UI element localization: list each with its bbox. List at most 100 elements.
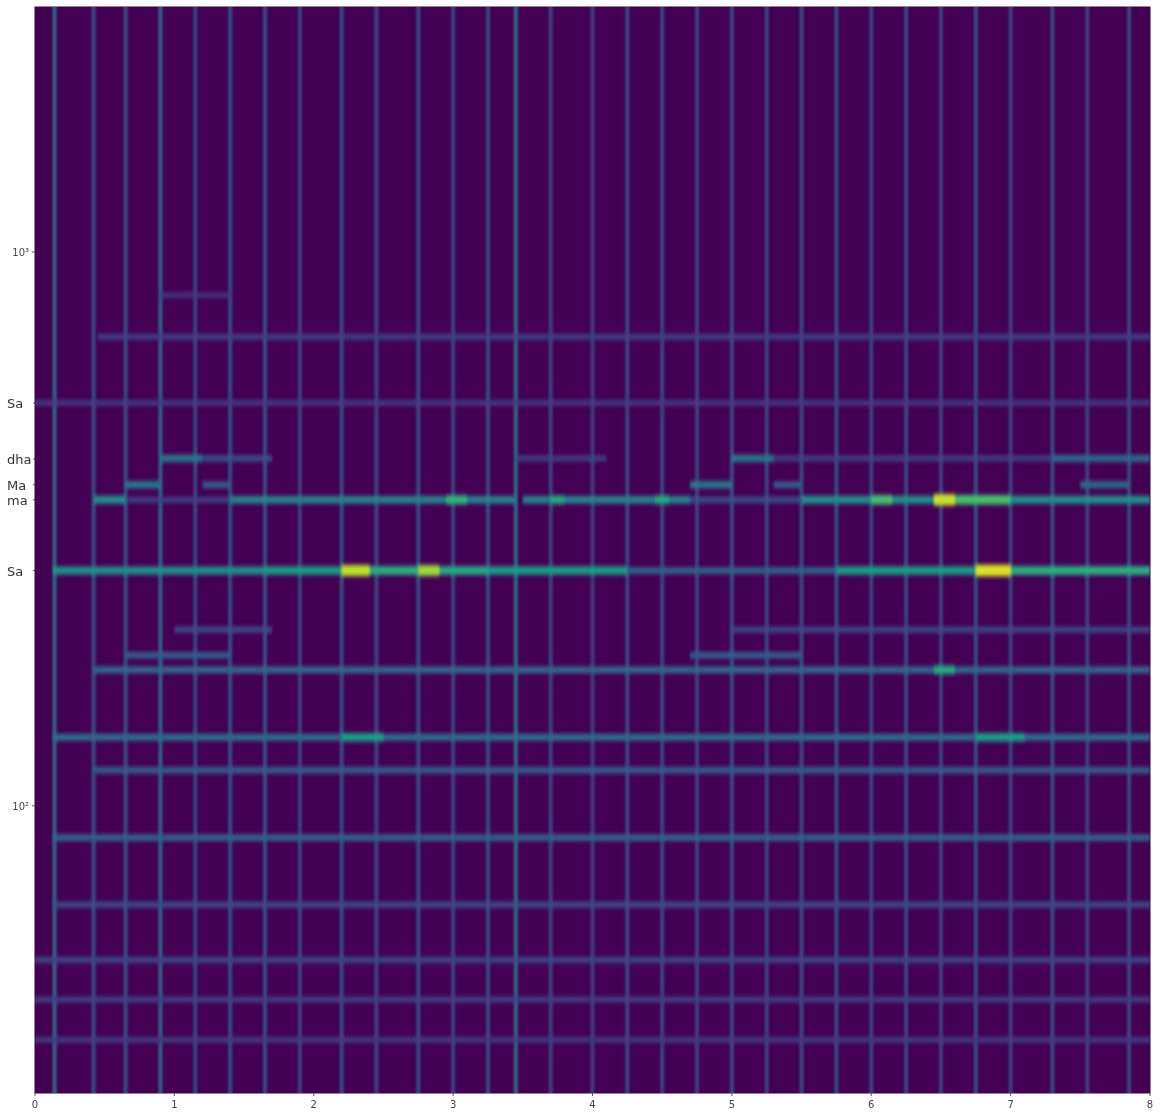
x-tick-label: 8: [1147, 1099, 1153, 1110]
band: [732, 455, 774, 462]
band: [627, 567, 836, 574]
x-tick: [592, 1093, 593, 1096]
onset-streak: [974, 7, 978, 1093]
annotation-tick: [33, 402, 35, 403]
band: [202, 482, 230, 488]
x-tick-label: 2: [311, 1099, 317, 1110]
onset-streak: [124, 7, 128, 1093]
onset-streak: [1085, 7, 1089, 1093]
band: [690, 652, 802, 658]
band: [446, 495, 467, 504]
onset-streak: [514, 7, 518, 1093]
onset-streak: [1050, 7, 1054, 1093]
onset-streak: [451, 7, 455, 1093]
band: [418, 565, 439, 576]
band: [774, 482, 802, 488]
x-tick-label: 6: [868, 1099, 874, 1110]
band: [202, 455, 272, 461]
onset-streak: [800, 7, 804, 1093]
y-tick-label: 10²: [12, 801, 29, 812]
band: [126, 481, 161, 488]
band: [906, 566, 976, 574]
band: [53, 734, 1150, 741]
x-tick: [313, 1093, 314, 1096]
band: [690, 497, 802, 503]
x-tick-label: 5: [729, 1099, 735, 1110]
x-tick: [1010, 1093, 1011, 1096]
band: [516, 456, 607, 462]
band: [35, 957, 1150, 963]
band: [1052, 455, 1150, 462]
band: [418, 566, 488, 575]
band: [1080, 481, 1129, 488]
band: [126, 497, 231, 503]
band: [871, 495, 892, 505]
band: [98, 334, 1150, 340]
y-tick-label: 10³: [12, 247, 29, 258]
x-tick: [1150, 1093, 1151, 1096]
band: [551, 495, 565, 504]
onset-streak: [904, 7, 908, 1093]
x-tick: [35, 1093, 36, 1096]
band: [342, 733, 384, 741]
onset-streak: [92, 7, 96, 1093]
onset-streak: [486, 7, 490, 1093]
band: [53, 902, 1150, 908]
plot-area: [35, 7, 1150, 1093]
plot-frame: [35, 7, 1150, 1093]
y-tick: [32, 252, 35, 253]
onset-streak: [263, 7, 267, 1093]
band: [774, 456, 1053, 462]
annotation-tick: [33, 458, 35, 459]
band: [53, 567, 265, 575]
x-tick-label: 4: [589, 1099, 595, 1110]
onset-streak: [695, 7, 699, 1093]
band: [53, 834, 1150, 841]
y-tick: [32, 805, 35, 806]
onset-streak: [416, 7, 420, 1093]
annotation-tick: [33, 484, 35, 485]
annotation-tick: [33, 499, 35, 500]
onset-streak: [765, 7, 769, 1093]
annotation-label: Sa: [7, 396, 23, 411]
x-tick: [731, 1093, 732, 1096]
band: [934, 665, 955, 674]
x-tick-label: 7: [1007, 1099, 1013, 1110]
band: [94, 496, 126, 504]
band: [976, 565, 1011, 577]
band: [976, 733, 1025, 741]
band: [230, 496, 516, 504]
x-tick: [871, 1093, 872, 1096]
band: [488, 566, 627, 574]
band: [934, 494, 955, 505]
onset-streak: [549, 7, 553, 1093]
onset-streak: [374, 7, 378, 1093]
onset-streak: [53, 7, 57, 1093]
x-tick: [453, 1093, 454, 1096]
band: [265, 566, 342, 574]
band: [342, 565, 370, 576]
onset-streak: [158, 7, 162, 1093]
onsets: [53, 7, 1132, 1093]
onset-streak: [193, 7, 197, 1093]
band: [690, 481, 732, 488]
band: [955, 495, 1011, 505]
band: [94, 767, 1150, 773]
onset-streak: [591, 7, 595, 1093]
x-tick-label: 1: [171, 1099, 177, 1110]
onset-streak: [298, 7, 302, 1093]
band: [160, 455, 202, 462]
x-tick: [174, 1093, 175, 1096]
band: [802, 496, 1150, 504]
band: [655, 495, 669, 504]
bands: [35, 293, 1150, 1043]
x-tick-label: 3: [450, 1099, 456, 1110]
band: [160, 293, 230, 298]
chart: 01234567810²10³SadhaMamaSa: [0, 0, 1161, 1118]
band: [732, 627, 1150, 633]
band: [523, 496, 690, 504]
band: [35, 400, 1150, 405]
band: [35, 997, 1150, 1003]
band: [35, 1037, 1150, 1042]
onset-streak: [228, 7, 232, 1093]
